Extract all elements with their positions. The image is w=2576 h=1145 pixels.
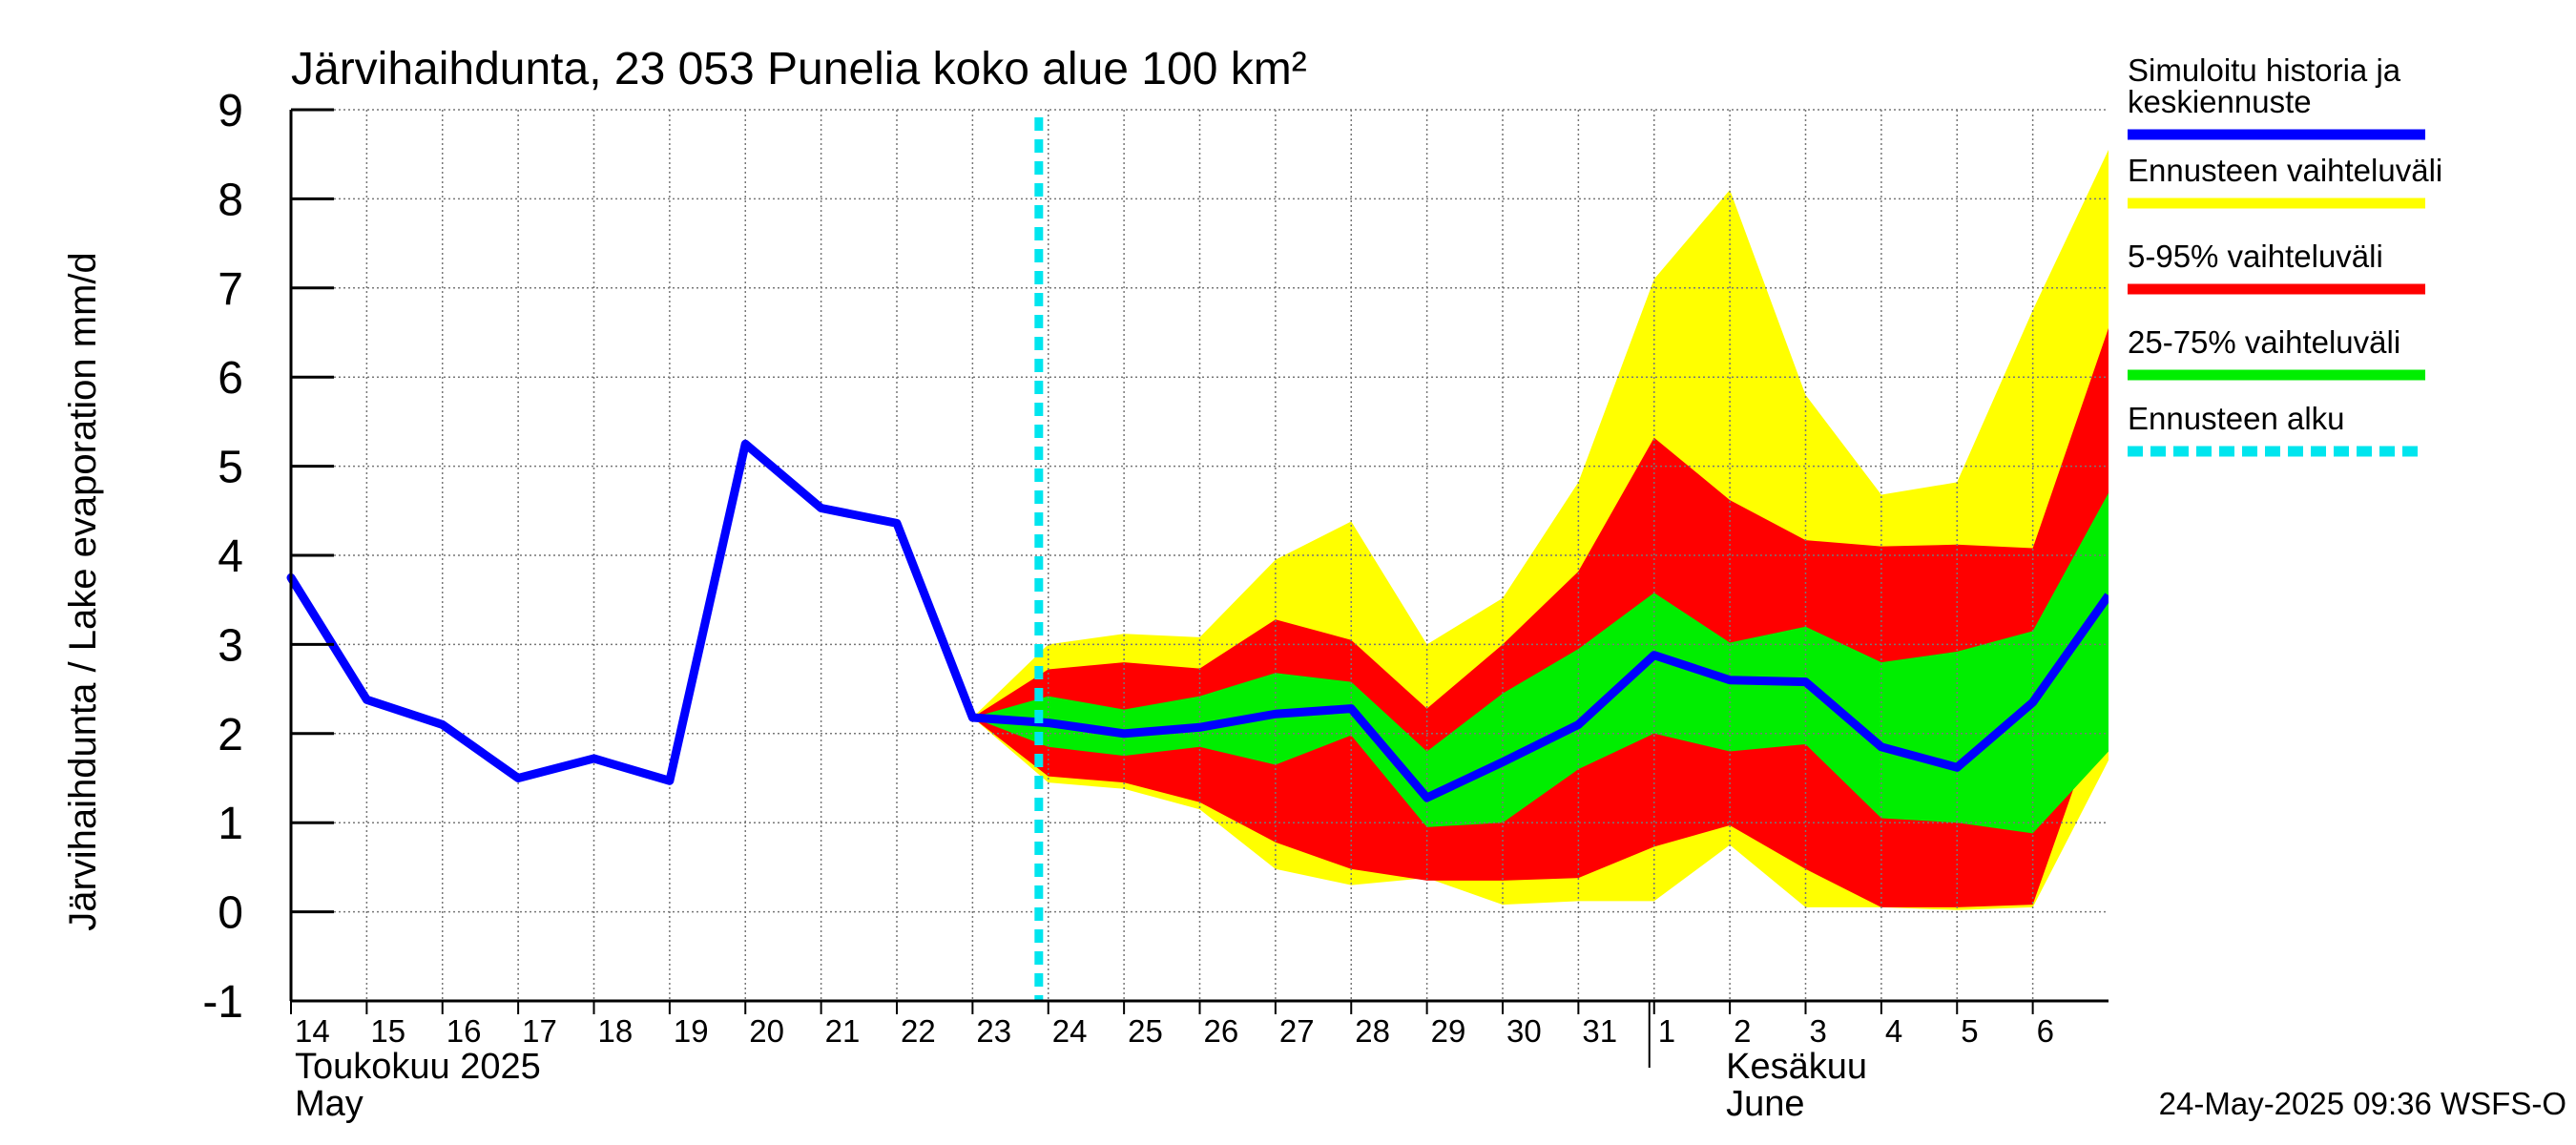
x-tick-label: 24 bbox=[1052, 1013, 1088, 1049]
band-25-75 bbox=[972, 492, 2109, 834]
month-label-june: Kesäkuu bbox=[1726, 1047, 1867, 1087]
x-tick-label: 15 bbox=[370, 1013, 405, 1049]
timestamp: 24-May-2025 09:36 WSFS-O bbox=[2159, 1086, 2566, 1121]
x-tick-label: 21 bbox=[825, 1013, 861, 1049]
y-tick-label: 6 bbox=[218, 353, 243, 404]
x-tick-label: 22 bbox=[901, 1013, 936, 1049]
x-tick-label: 14 bbox=[295, 1013, 330, 1049]
x-tick-label: 3 bbox=[1810, 1013, 1827, 1049]
y-tick-label: -1 bbox=[202, 977, 243, 1028]
x-tick-label: 26 bbox=[1204, 1013, 1239, 1049]
y-tick-label: 0 bbox=[218, 888, 243, 939]
month-label-may-en: May bbox=[295, 1084, 364, 1124]
y-tick-label: 5 bbox=[218, 443, 243, 493]
legend-label: Ennusteen alku bbox=[2128, 401, 2345, 436]
x-tick-label: 30 bbox=[1506, 1013, 1542, 1049]
x-tick-label: 27 bbox=[1279, 1013, 1315, 1049]
y-tick-label: 9 bbox=[218, 86, 243, 136]
legend-item: 5-95% vaihteluväli bbox=[2128, 239, 2425, 295]
legend-label: Simuloitu historia ja bbox=[2128, 52, 2401, 88]
x-tick-label: 28 bbox=[1355, 1013, 1390, 1049]
y-tick-label: 3 bbox=[218, 620, 243, 671]
x-tick-label: 1 bbox=[1658, 1013, 1675, 1049]
series-lines bbox=[286, 117, 2109, 1001]
x-tick-label: 4 bbox=[1885, 1013, 1902, 1049]
legend-item: Ennusteen alku bbox=[2128, 401, 2425, 457]
legend-item: Ennusteen vaihteluväli bbox=[2128, 153, 2442, 209]
y-tick-label: 1 bbox=[218, 799, 243, 849]
legend-label: 5-95% vaihteluväli bbox=[2128, 239, 2383, 274]
x-tick-label: 6 bbox=[2037, 1013, 2054, 1049]
x-tick-label: 2 bbox=[1734, 1013, 1751, 1049]
x-tick-label: 31 bbox=[1582, 1013, 1617, 1049]
x-tick-label: 29 bbox=[1431, 1013, 1466, 1049]
y-tick-label: 7 bbox=[218, 264, 243, 315]
x-tick-label: 20 bbox=[749, 1013, 784, 1049]
x-tick-label: 23 bbox=[976, 1013, 1011, 1049]
x-tick-label: 5 bbox=[1961, 1013, 1978, 1049]
y-tick-label: 4 bbox=[218, 531, 243, 582]
y-axis-label: Järvihaihdunta / Lake evaporation mm/d bbox=[62, 252, 104, 931]
history-line bbox=[286, 439, 977, 785]
legend-item: 25-75% vaihteluväli bbox=[2128, 324, 2425, 381]
x-tick-label: 16 bbox=[447, 1013, 482, 1049]
month-label-may: Toukokuu 2025 bbox=[295, 1047, 541, 1087]
legend-label: 25-75% vaihteluväli bbox=[2128, 324, 2400, 360]
legend-label: keskiennuste bbox=[2128, 84, 2312, 119]
y-tick-label: 2 bbox=[218, 710, 243, 760]
x-tick-label: 19 bbox=[674, 1013, 709, 1049]
grid-lines bbox=[291, 109, 2109, 1001]
month-label-june-en: June bbox=[1726, 1084, 1804, 1124]
y-tick-label: 8 bbox=[218, 175, 243, 225]
chart-title: Järvihaihdunta, 23 053 Punelia koko alue… bbox=[291, 44, 1307, 94]
legend-label: Ennusteen vaihteluväli bbox=[2128, 153, 2442, 188]
x-tick-label: 17 bbox=[522, 1013, 557, 1049]
x-tick-label: 18 bbox=[598, 1013, 634, 1049]
x-tick-label: 25 bbox=[1128, 1013, 1163, 1049]
median-forecast-line bbox=[972, 593, 2109, 802]
